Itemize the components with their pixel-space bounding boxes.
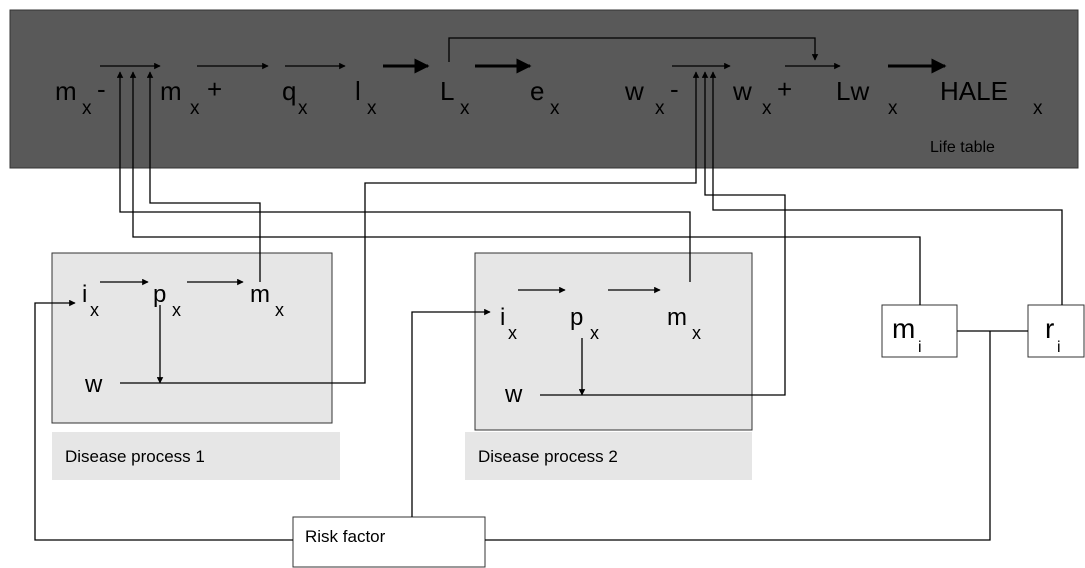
symbol-base: w [624,76,644,106]
symbol-base: p [570,304,583,331]
symbol-base: m [250,281,270,308]
symbol-subscript: x [298,98,308,119]
risk-factor-box [292,516,486,568]
symbol-subscript: i [1057,339,1061,356]
disease-label-2: Disease process 2 [478,447,618,466]
symbol-base: m [55,76,77,106]
symbol-suffix: + [777,74,792,104]
symbol-base: w [84,371,103,398]
symbol-subscript: x [762,98,772,119]
symbol-base: i [82,281,87,308]
symbol-base: l [355,76,361,106]
symbol-subscript: x [692,323,701,343]
disease-label-box-1 [52,432,340,480]
symbol-subscript: x [82,98,92,119]
symbol-base: Lw [836,76,869,106]
symbol-subscript: x [655,98,665,119]
symbol-subscript: x [590,323,599,343]
symbol-subscript: x [508,323,517,343]
disease-box-1 [51,252,333,424]
symbol-subscript: x [1033,98,1043,119]
disease-label-box-2 [465,432,752,480]
symbol-subscript: x [275,300,284,320]
symbol-base: w [732,76,752,106]
symbol-subscript: x [367,98,377,119]
life-table-panel [9,9,1079,169]
symbol-subscript: x [90,300,99,320]
symbol-subscript: i [918,339,922,356]
symbol-base: p [153,281,166,308]
symbol-suffix: + [207,74,222,104]
symbol-base: e [530,76,544,106]
symbol-base: w [504,381,523,408]
symbol-base: L [440,76,454,106]
symbol-subscript: x [460,98,470,119]
life-table-label: Life table [930,139,995,156]
symbol-base: m [892,313,915,344]
risk-factor-label: Risk factor [305,527,386,546]
symbol-suffix: - [670,74,679,104]
relative-risk-box [1027,304,1085,358]
symbol-base: i [500,304,505,331]
symbol-subscript: x [190,98,200,119]
symbol-base: m [667,304,687,331]
symbol-base: m [160,76,182,106]
symbol-base: r [1045,313,1054,344]
disease-label-1: Disease process 1 [65,447,205,466]
disease-box-2 [474,252,753,431]
connectors [34,37,1063,541]
symbol-subscript: x [550,98,560,119]
symbol-base: q [282,76,296,106]
symbol-subscript: x [888,98,898,119]
symbol-base: HALE [940,76,1008,106]
symbol-subscript: x [172,300,181,320]
symbol-suffix: - [97,74,106,104]
